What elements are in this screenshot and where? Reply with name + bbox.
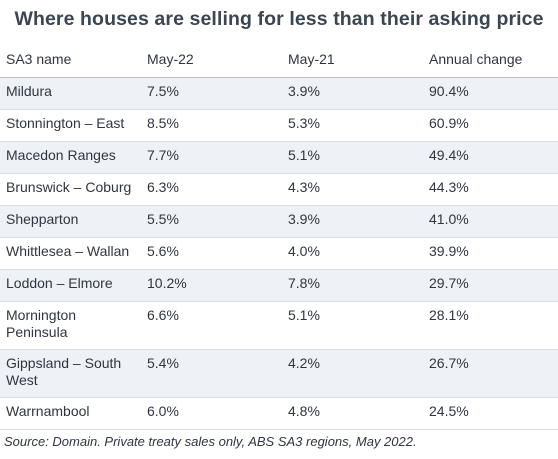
price-table: SA3 name May-22 May-21 Annual change Mil… (0, 39, 558, 430)
cell-annual-change: 49.4% (429, 146, 469, 163)
column-header-may-21: May-21 (288, 51, 335, 67)
column-header-may-22: May-22 (147, 51, 194, 67)
cell-may-21: 4.3% (288, 178, 320, 195)
cell-sa3-name: Shepparton (6, 210, 79, 227)
cell-annual-change: 41.0% (429, 210, 469, 227)
column-header-annual-change: Annual change (429, 51, 523, 67)
table-row: Loddon – Elmore 10.2% 7.8% 29.7% (0, 269, 558, 301)
table-row: Mildura 7.5% 3.9% 90.4% (0, 77, 558, 109)
cell-sa3-name: Gippsland – South West (6, 354, 122, 388)
source-note: Source: Domain. Private treaty sales onl… (4, 434, 417, 449)
cell-may-22: 5.4% (147, 354, 179, 371)
table-title: Where houses are selling for less than t… (14, 8, 544, 30)
cell-sa3-name: Mildura (6, 82, 52, 99)
cell-annual-change: 28.1% (429, 306, 469, 323)
cell-may-22: 7.7% (147, 146, 179, 163)
cell-sa3-name: Stonnington – East (6, 114, 125, 131)
cell-may-21: 3.9% (288, 210, 320, 227)
cell-sa3-name: Brunswick – Coburg (6, 178, 132, 195)
cell-may-21: 4.8% (288, 402, 320, 419)
cell-may-21: 5.1% (288, 146, 320, 163)
column-header-sa3-name: SA3 name (6, 51, 72, 67)
cell-may-22: 6.0% (147, 402, 179, 419)
cell-annual-change: 39.9% (429, 242, 469, 259)
cell-may-21: 3.9% (288, 82, 320, 99)
cell-may-22: 6.3% (147, 178, 179, 195)
header-row: SA3 name May-22 May-21 Annual change (0, 39, 558, 77)
cell-annual-change: 26.7% (429, 354, 469, 371)
table-row: Macedon Ranges 7.7% 5.1% 49.4% (0, 141, 558, 173)
cell-may-21: 5.3% (288, 114, 320, 131)
cell-may-21: 5.1% (288, 306, 320, 323)
table-row: Shepparton 5.5% 3.9% 41.0% (0, 205, 558, 237)
cell-may-22: 5.6% (147, 242, 179, 259)
table-row: Brunswick – Coburg 6.3% 4.3% 44.3% (0, 173, 558, 205)
table-row: Mornington Peninsula 6.6% 5.1% 28.1% (0, 301, 558, 349)
cell-annual-change: 24.5% (429, 402, 469, 419)
cell-annual-change: 29.7% (429, 274, 469, 291)
cell-may-21: 7.8% (288, 274, 320, 291)
table-row: Whittlesea – Wallan 5.6% 4.0% 39.9% (0, 237, 558, 269)
cell-annual-change: 60.9% (429, 114, 469, 131)
cell-may-21: 4.2% (288, 354, 320, 371)
table-row: Stonnington – East 8.5% 5.3% 60.9% (0, 109, 558, 141)
cell-annual-change: 90.4% (429, 82, 469, 99)
cell-may-22: 10.2% (147, 274, 187, 291)
table-row: Gippsland – South West 5.4% 4.2% 26.7% (0, 349, 558, 397)
cell-may-22: 6.6% (147, 306, 179, 323)
cell-may-22: 8.5% (147, 114, 179, 131)
cell-sa3-name: Mornington Peninsula (6, 306, 77, 340)
table-row: Warrnambool 6.0% 4.8% 24.5% (0, 397, 558, 429)
cell-may-22: 5.5% (147, 210, 179, 227)
cell-may-21: 4.0% (288, 242, 320, 259)
cell-may-22: 7.5% (147, 82, 179, 99)
cell-sa3-name: Whittlesea – Wallan (6, 242, 130, 259)
cell-sa3-name: Macedon Ranges (6, 146, 116, 163)
cell-sa3-name: Warrnambool (6, 402, 90, 419)
cell-annual-change: 44.3% (429, 178, 469, 195)
cell-sa3-name: Loddon – Elmore (6, 274, 113, 291)
